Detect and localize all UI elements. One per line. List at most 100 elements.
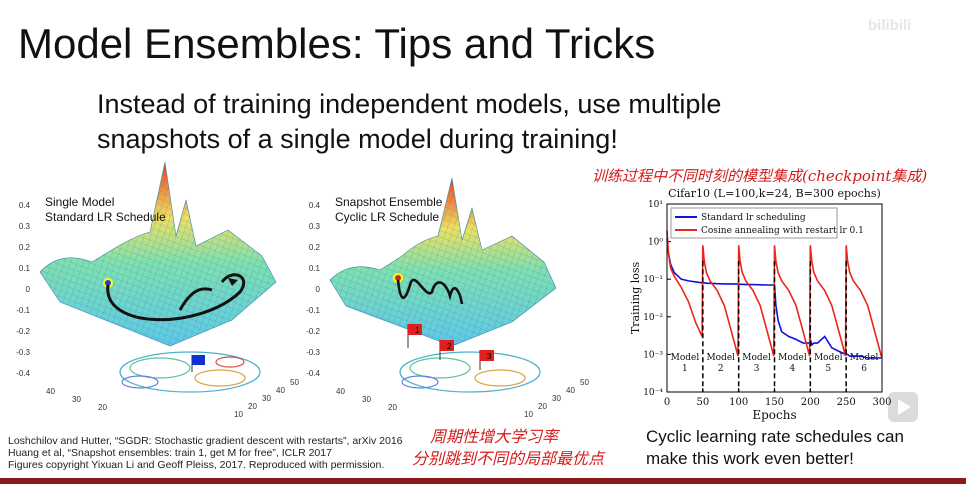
model-label: Model: [814, 353, 843, 363]
contours: [399, 351, 541, 393]
model-label: 1: [682, 364, 688, 374]
x-tick-label: 150: [765, 397, 784, 408]
z-tick-label: 0.1: [19, 264, 31, 273]
model-label: 2: [718, 364, 724, 374]
side-tick-label: 30: [552, 394, 561, 403]
x-tick-label: 100: [729, 397, 748, 408]
z-tick-label: 0.3: [309, 222, 321, 231]
watermark: bilibili: [868, 17, 911, 34]
z-tick-label: -0.4: [16, 369, 30, 378]
play-icon: [888, 392, 918, 422]
arrowhead: [228, 278, 238, 286]
z-tick-label: 0: [26, 285, 31, 294]
caption: make this work even better!: [646, 449, 854, 468]
side-tick-label: 10: [524, 410, 533, 419]
model-label: Model: [850, 353, 879, 363]
z-tick-label: 0.4: [19, 201, 31, 210]
z-tick-label: 0.4: [309, 201, 321, 210]
side-tick-label: 50: [580, 378, 589, 387]
surface-mesh: [40, 162, 276, 346]
legend-label: Standard lr scheduling: [701, 213, 806, 223]
model-label: Model: [706, 353, 735, 363]
model-label: 6: [861, 364, 867, 374]
model-label: 4: [790, 364, 796, 374]
y-tick-label: 10⁰: [648, 238, 663, 248]
side-tick-label: 30: [262, 394, 271, 403]
z-tick-label: -0.3: [306, 348, 320, 357]
depth-tick-label: 40: [336, 387, 345, 396]
plot-title: Snapshot Ensemble: [335, 195, 443, 209]
body-line: Instead of training independent models, …: [97, 89, 721, 119]
y-tick-label: 10⁻³: [643, 350, 663, 360]
plot-title: Standard LR Schedule: [45, 210, 166, 224]
z-tick-label: -0.2: [306, 327, 320, 336]
model-label: 5: [825, 364, 831, 374]
model-label: Model: [742, 353, 771, 363]
x-tick-label: 200: [801, 397, 820, 408]
chart-title: Cifar10 (L=100,k=24, B=300 epochs): [668, 187, 881, 200]
z-tick-label: 0: [316, 285, 321, 294]
z-tick-label: -0.4: [306, 369, 320, 378]
model-label: Model: [671, 353, 700, 363]
z-tick-label: 0.1: [309, 264, 321, 273]
y-tick-label: 10⁻²: [643, 313, 663, 323]
side-tick-label: 20: [538, 402, 547, 411]
trajectory: [106, 273, 246, 322]
flag: [192, 355, 205, 365]
citation: Huang et al, “Snapshot ensembles: train …: [8, 447, 332, 459]
flag-label: 2: [447, 342, 452, 351]
trajectory: [396, 278, 464, 305]
y-tick-label: 10⁻⁴: [643, 388, 663, 398]
y-axis-label: Training loss: [629, 261, 642, 334]
plot-title: Single Model: [45, 195, 114, 209]
depth-tick-label: 20: [98, 403, 107, 412]
z-tick-label: -0.1: [306, 306, 320, 315]
depth-tick-label: 30: [362, 395, 371, 404]
model-label: 3: [754, 364, 760, 374]
slide-title: Model Ensembles: Tips and Tricks: [18, 20, 655, 67]
flags: [407, 324, 494, 370]
z-tick-label: 0.3: [19, 222, 31, 231]
plot-frame: [666, 203, 883, 393]
x-tick-label: 50: [696, 397, 709, 408]
depth-tick-label: 40: [46, 387, 55, 396]
side-tick-label: 10: [234, 410, 243, 419]
flag-label: 1: [415, 326, 420, 335]
depth-tick-label: 20: [388, 403, 397, 412]
side-tick-label: 40: [566, 386, 575, 395]
handwritten-note: 训练过程中不同时刻的模型集成(checkpoint集成): [592, 167, 927, 185]
legend-label: Cosine annealing with restart lr 0.1: [701, 226, 864, 236]
y-tick-label: 10⁻¹: [643, 275, 663, 285]
loss-line: [666, 230, 883, 357]
z-tick-label: -0.2: [16, 327, 30, 336]
body-line: snapshots of a single model during train…: [97, 124, 618, 154]
caption: Cyclic learning rate schedules can: [646, 427, 904, 446]
z-tick-label: -0.1: [16, 306, 30, 315]
side-tick-label: 50: [290, 378, 299, 387]
handwritten-note: 分别跳到不同的局部最优点: [412, 449, 606, 468]
legend-box: [670, 207, 838, 239]
citation: Loshchilov and Hutter, “SGDR: Stochastic…: [8, 435, 403, 447]
loss-chart: Cifar10 (L=100,k=24, B=300 epochs) 10¹ 10⁰…: [629, 187, 892, 422]
x-tick-label: 0: [664, 397, 670, 408]
surface-mesh: [330, 178, 556, 346]
x-tick-label: 250: [837, 397, 856, 408]
side-tick-label: 40: [276, 386, 285, 395]
depth-tick-label: 30: [72, 395, 81, 404]
handwritten-note: 周期性增大学习率: [430, 427, 561, 446]
z-tick-label: 0.2: [19, 243, 31, 252]
y-tick-label: 10¹: [648, 200, 663, 210]
x-axis-label: Epochs: [752, 408, 796, 422]
footer-bar: [0, 478, 966, 484]
model-label: Model: [778, 353, 807, 363]
contours: [119, 351, 261, 393]
citation: Figures copyright Yixuan Li and Geoff Pl…: [8, 459, 384, 471]
side-tick-label: 20: [248, 402, 257, 411]
flag-label: 3: [487, 352, 492, 361]
x-tick-label: 300: [872, 397, 891, 408]
plot-title: Cyclic LR Schedule: [335, 210, 439, 224]
z-tick-label: 0.2: [309, 243, 321, 252]
